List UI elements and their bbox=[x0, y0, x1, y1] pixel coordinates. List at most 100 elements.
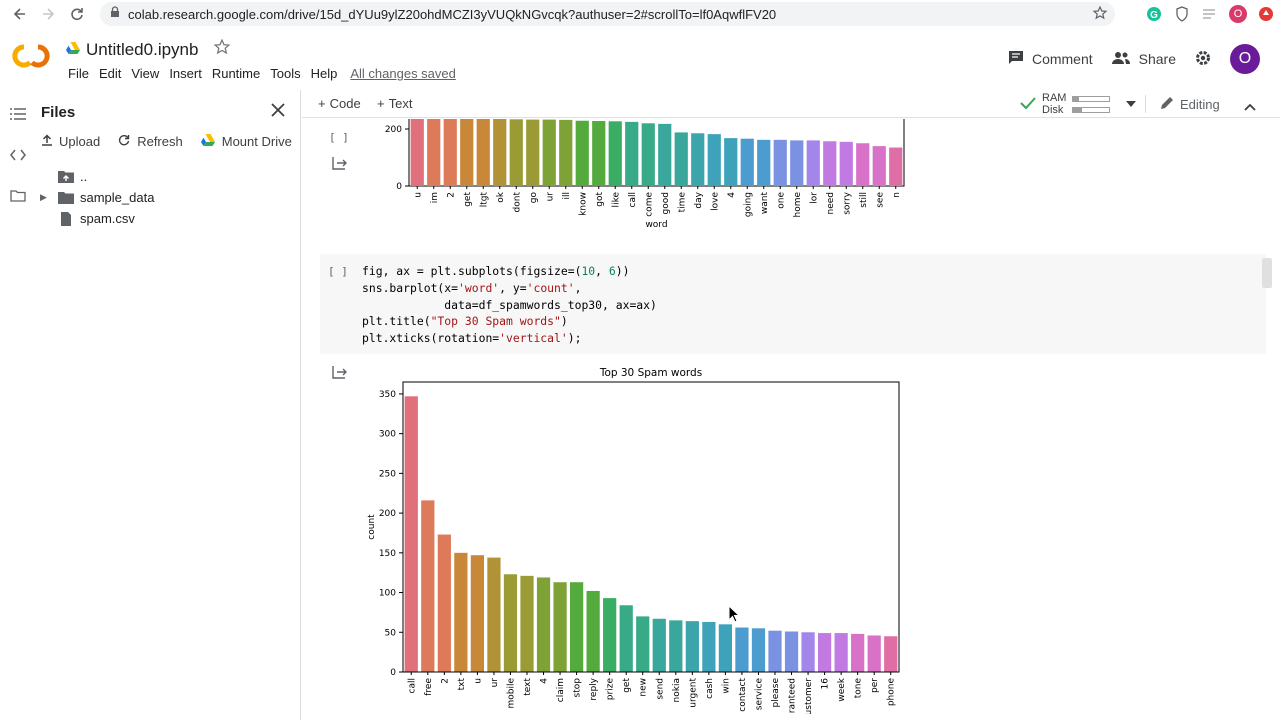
y-tick-label: 0 bbox=[396, 182, 402, 192]
save-status[interactable]: All changes saved bbox=[350, 66, 456, 81]
bar bbox=[526, 119, 540, 186]
folder-icon bbox=[58, 191, 74, 205]
colab-header: Untitled0.ipynb File Edit View Insert Ru… bbox=[0, 28, 1280, 90]
x-tick-label: need bbox=[826, 192, 836, 215]
upload-button[interactable]: Upload bbox=[42, 134, 100, 149]
url-text: colab.research.google.com/drive/15d_dYUu… bbox=[128, 6, 777, 22]
x-tick-label: txt bbox=[457, 678, 467, 691]
address-bar[interactable]: colab.research.google.com/drive/15d_dYUu… bbox=[100, 2, 1115, 26]
x-tick-label: know bbox=[578, 192, 588, 216]
toolbar-divider bbox=[1145, 95, 1146, 113]
bar bbox=[586, 590, 600, 672]
bar bbox=[674, 132, 688, 186]
file-tree-item[interactable]: .. bbox=[36, 166, 301, 187]
bar bbox=[553, 582, 567, 672]
x-tick-label: new bbox=[639, 678, 649, 697]
output-icon[interactable] bbox=[332, 365, 348, 379]
menu-view[interactable]: View bbox=[131, 66, 160, 81]
plot-frame bbox=[408, 119, 905, 187]
add-text-button[interactable]: + Text bbox=[377, 96, 413, 111]
menu-file[interactable]: File bbox=[68, 66, 89, 81]
x-tick-label: per bbox=[870, 678, 880, 693]
notebook-title[interactable]: Untitled0.ipynb bbox=[86, 39, 199, 59]
file-tree-item[interactable]: ▶ sample_data bbox=[36, 187, 301, 208]
menu-runtime[interactable]: Runtime bbox=[211, 66, 261, 81]
menu-insert[interactable]: Insert bbox=[169, 66, 202, 81]
dropdown-arrow-icon[interactable] bbox=[1126, 98, 1137, 110]
bar bbox=[619, 605, 633, 672]
files-panel-title: Files bbox=[41, 104, 76, 121]
run-cell-bracket[interactable]: [ ] bbox=[328, 265, 348, 278]
disk-usage-bar bbox=[1072, 106, 1111, 113]
y-tick-label: 200 bbox=[379, 509, 396, 519]
file-tree-label: spam.csv bbox=[80, 211, 135, 226]
settings-gear-icon[interactable] bbox=[1194, 49, 1212, 70]
x-tick-label: ltgt bbox=[479, 192, 489, 208]
x-tick-label: mobile bbox=[506, 678, 516, 709]
x-tick-label: day bbox=[694, 191, 704, 208]
avatar[interactable]: O bbox=[1230, 44, 1260, 74]
forward-icon[interactable] bbox=[34, 0, 62, 28]
bar bbox=[404, 396, 418, 672]
extension-red-icon[interactable] bbox=[1252, 0, 1280, 28]
reading-list-icon[interactable] bbox=[1196, 0, 1224, 28]
share-button[interactable]: Share bbox=[1111, 51, 1176, 68]
file-icon bbox=[58, 211, 74, 226]
bar bbox=[751, 628, 766, 672]
bar bbox=[851, 633, 865, 672]
bar bbox=[669, 620, 683, 672]
bar bbox=[460, 119, 474, 186]
table-of-contents-icon[interactable] bbox=[9, 105, 27, 123]
run-cell-bracket[interactable]: [ ] bbox=[329, 131, 349, 144]
y-tick-label: 200 bbox=[385, 125, 402, 135]
bar bbox=[872, 146, 886, 186]
shield-extension-icon[interactable] bbox=[1168, 0, 1196, 28]
resources-indicator[interactable]: RAM Disk bbox=[1020, 92, 1137, 116]
y-tick-label: 350 bbox=[379, 390, 396, 400]
y-tick-label: 100 bbox=[379, 589, 396, 599]
bar bbox=[839, 141, 853, 186]
x-tick-label: good bbox=[661, 192, 671, 214]
output-icon[interactable] bbox=[332, 156, 348, 170]
x-tick-label: lor bbox=[809, 192, 819, 204]
close-icon[interactable] bbox=[268, 100, 288, 120]
share-label: Share bbox=[1138, 51, 1176, 67]
editing-mode-button[interactable]: Editing bbox=[1160, 96, 1220, 113]
x-tick-label: ur bbox=[545, 192, 555, 202]
add-code-button[interactable]: + Code bbox=[318, 96, 361, 111]
menu-tools[interactable]: Tools bbox=[270, 66, 301, 81]
menu-edit[interactable]: Edit bbox=[98, 66, 122, 81]
bar bbox=[421, 500, 435, 672]
bar bbox=[503, 574, 518, 672]
refresh-button[interactable]: Refresh bbox=[118, 134, 183, 149]
code-editor[interactable]: fig, ax = plt.subplots(figsize=(10, 6)) … bbox=[362, 263, 657, 347]
reload-icon[interactable] bbox=[63, 0, 91, 28]
caret-right-icon[interactable]: ▶ bbox=[40, 192, 47, 202]
code-snippets-icon[interactable] bbox=[9, 146, 27, 164]
star-icon[interactable] bbox=[214, 38, 231, 60]
profile-icon[interactable]: O bbox=[1224, 0, 1252, 28]
x-tick-label: please bbox=[771, 678, 781, 708]
comment-button[interactable]: Comment bbox=[1008, 50, 1093, 69]
code-line: fig, ax = plt.subplots(figsize=(10, 6)) bbox=[362, 264, 630, 278]
code-cell[interactable]: [ ] fig, ax = plt.subplots(figsize=(10, … bbox=[320, 254, 1266, 354]
mount-drive-button[interactable]: Mount Drive bbox=[200, 134, 292, 149]
y-tick-label: 300 bbox=[379, 430, 396, 440]
files-folder-icon[interactable] bbox=[9, 187, 27, 205]
notebook-content[interactable]: [ ] 0 200 u im 2 get ltgt ok dont go ur ill know got l… bbox=[302, 119, 1280, 720]
x-tick-label: home bbox=[793, 192, 803, 218]
colab-logo-icon[interactable] bbox=[12, 44, 50, 73]
back-icon[interactable] bbox=[6, 0, 34, 28]
bar bbox=[790, 140, 804, 186]
ram-label: RAM bbox=[1042, 92, 1067, 104]
chevron-up-icon[interactable] bbox=[1244, 98, 1256, 116]
bookmark-star-icon[interactable] bbox=[1092, 5, 1108, 25]
bar bbox=[542, 119, 556, 186]
x-tick-label: 2 bbox=[440, 678, 450, 684]
x-tick-label: win bbox=[721, 678, 731, 694]
menu-help[interactable]: Help bbox=[310, 66, 338, 81]
grammarly-extension-icon[interactable]: G bbox=[1140, 0, 1168, 28]
side-icon-strip bbox=[0, 90, 36, 720]
scrollbar-thumb[interactable] bbox=[1262, 258, 1272, 288]
file-tree-item[interactable]: spam.csv bbox=[36, 208, 301, 229]
